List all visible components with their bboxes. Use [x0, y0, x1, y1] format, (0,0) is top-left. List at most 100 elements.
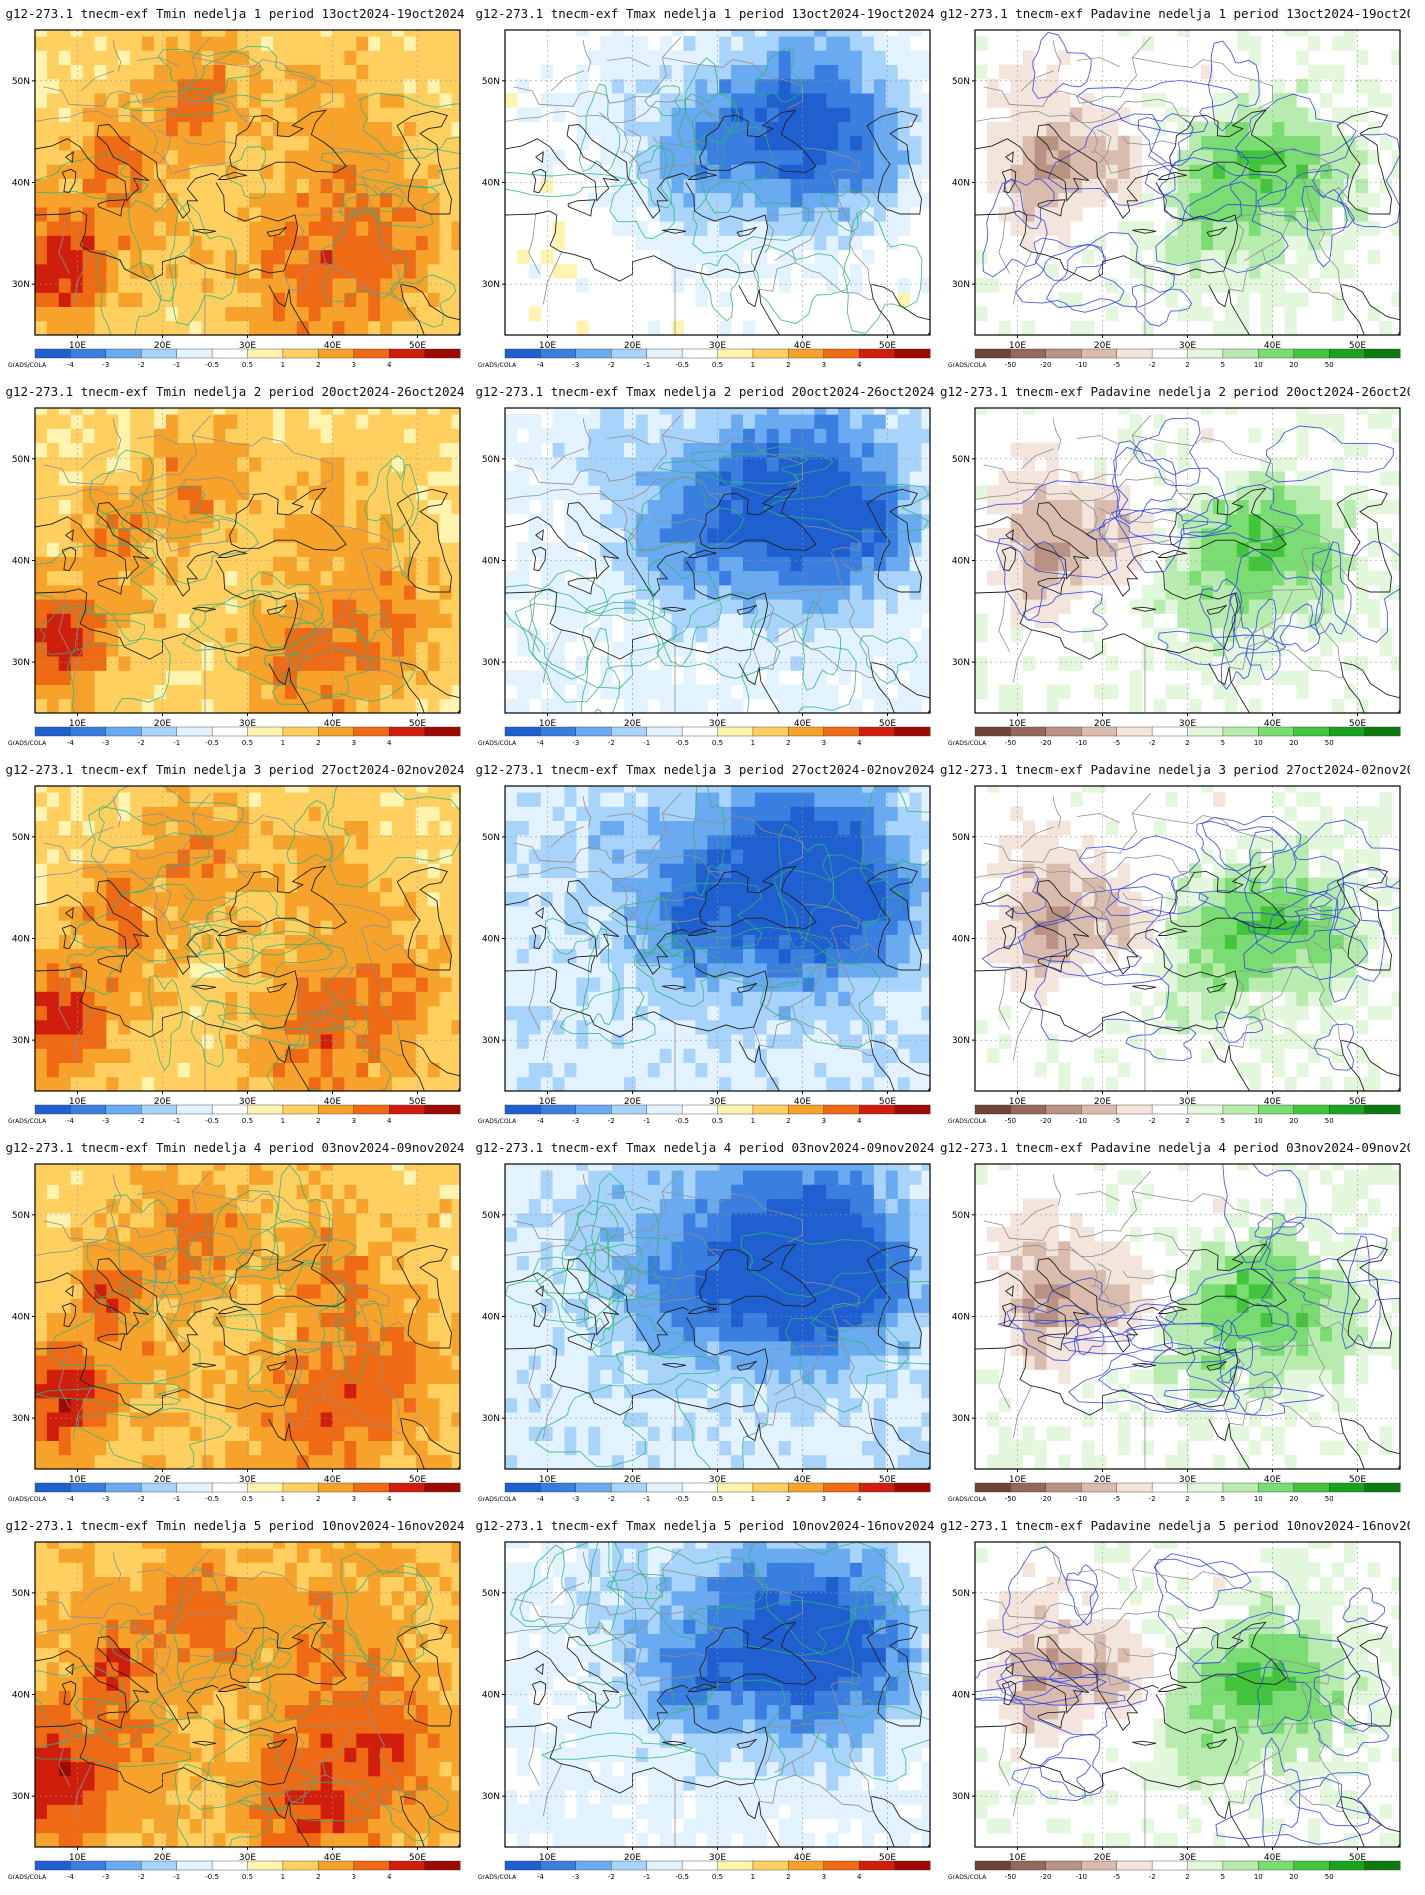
field-cell — [439, 408, 452, 415]
field-cell — [261, 121, 274, 137]
field-cell — [1248, 627, 1262, 643]
field-cell — [320, 471, 333, 486]
field-cell — [1082, 513, 1095, 529]
field-cell — [1391, 292, 1400, 307]
field-cell — [873, 150, 887, 165]
field-cell — [814, 684, 827, 700]
field-cell — [356, 471, 369, 486]
field-cell — [308, 456, 322, 472]
field-cell — [1213, 599, 1226, 614]
field-cell — [165, 292, 179, 307]
field-cell — [403, 1048, 417, 1063]
field-cell — [189, 456, 203, 472]
field-cell — [1094, 456, 1107, 472]
field-cell — [600, 442, 613, 458]
field-cell — [719, 192, 732, 208]
field-cell — [647, 499, 661, 515]
field-cell — [659, 93, 673, 108]
field-cell — [1308, 192, 1321, 208]
field-cell — [273, 320, 286, 335]
field-cell — [576, 485, 589, 500]
field-cell — [58, 863, 72, 878]
field-cell — [754, 599, 768, 614]
field-cell — [130, 1048, 143, 1063]
field-cell — [731, 414, 744, 429]
field-cell — [1284, 485, 1297, 500]
field-cell — [237, 206, 250, 222]
field-cell — [814, 570, 827, 586]
field-cell — [909, 528, 922, 543]
field-cell — [106, 164, 119, 179]
field-cell — [862, 164, 875, 179]
field-cell — [142, 613, 155, 629]
field-cell — [213, 221, 226, 236]
field-cell — [118, 962, 131, 978]
field-cell — [909, 456, 922, 472]
field-cell — [885, 121, 899, 137]
field-cell — [237, 64, 250, 80]
field-cell — [392, 306, 405, 322]
field-cell — [296, 235, 310, 251]
field-cell — [332, 641, 345, 657]
field-cell — [1391, 542, 1400, 557]
field-cell — [344, 513, 357, 529]
field-cell — [1343, 192, 1357, 208]
field-cell — [1022, 320, 1035, 335]
field-cell — [1272, 456, 1285, 472]
field-cell — [695, 428, 708, 443]
field-cell — [862, 471, 875, 486]
lon-tick-label: 30E — [239, 341, 256, 351]
field-cell — [356, 877, 369, 893]
field-cell — [58, 786, 72, 793]
field-cell — [671, 542, 684, 557]
field-cell — [284, 206, 298, 222]
field-cell — [439, 1076, 452, 1091]
field-cell — [368, 528, 381, 543]
field-cell — [1165, 178, 1178, 194]
field-cell — [320, 456, 333, 472]
field-cell — [1284, 150, 1297, 165]
field-cell — [814, 121, 827, 137]
field-cell — [142, 849, 155, 864]
contour-line — [1085, 508, 1233, 540]
field-cell — [296, 278, 310, 293]
field-cell — [165, 150, 179, 165]
colorbar-label: -0.5 — [675, 361, 689, 369]
field-cell — [94, 877, 107, 893]
field-cell — [862, 570, 875, 586]
field-cell — [766, 30, 780, 37]
field-cell — [1129, 178, 1143, 194]
field-cell — [165, 499, 179, 515]
field-cell — [516, 442, 530, 458]
field-cell — [332, 920, 345, 935]
field-cell — [213, 64, 226, 80]
field-cell — [695, 570, 708, 586]
contour-line — [1045, 231, 1175, 309]
field-cell — [427, 570, 441, 586]
field-cell — [707, 121, 720, 137]
field-cell — [707, 570, 720, 586]
field-cell — [368, 485, 381, 500]
field-cell — [862, 627, 875, 643]
field-cell — [35, 150, 48, 165]
field-cell — [142, 121, 155, 137]
contour-line — [1314, 541, 1352, 636]
field-cell — [237, 1076, 250, 1091]
field-cell — [284, 542, 298, 557]
field-cell — [392, 806, 405, 821]
field-cell — [1177, 221, 1190, 236]
field-cell — [296, 428, 310, 443]
field-cell — [273, 278, 286, 293]
field-cell — [1082, 249, 1095, 265]
field-cell — [118, 408, 131, 415]
field-cell — [1129, 599, 1143, 614]
field-cell — [344, 613, 357, 629]
field-cell — [332, 206, 345, 222]
field-cell — [35, 786, 48, 793]
field-cell — [106, 442, 119, 458]
field-cell — [862, 528, 875, 543]
field-cell — [540, 150, 554, 165]
colorbar-swatch — [646, 348, 683, 359]
field-cell — [82, 36, 95, 51]
field-cell — [802, 408, 815, 415]
